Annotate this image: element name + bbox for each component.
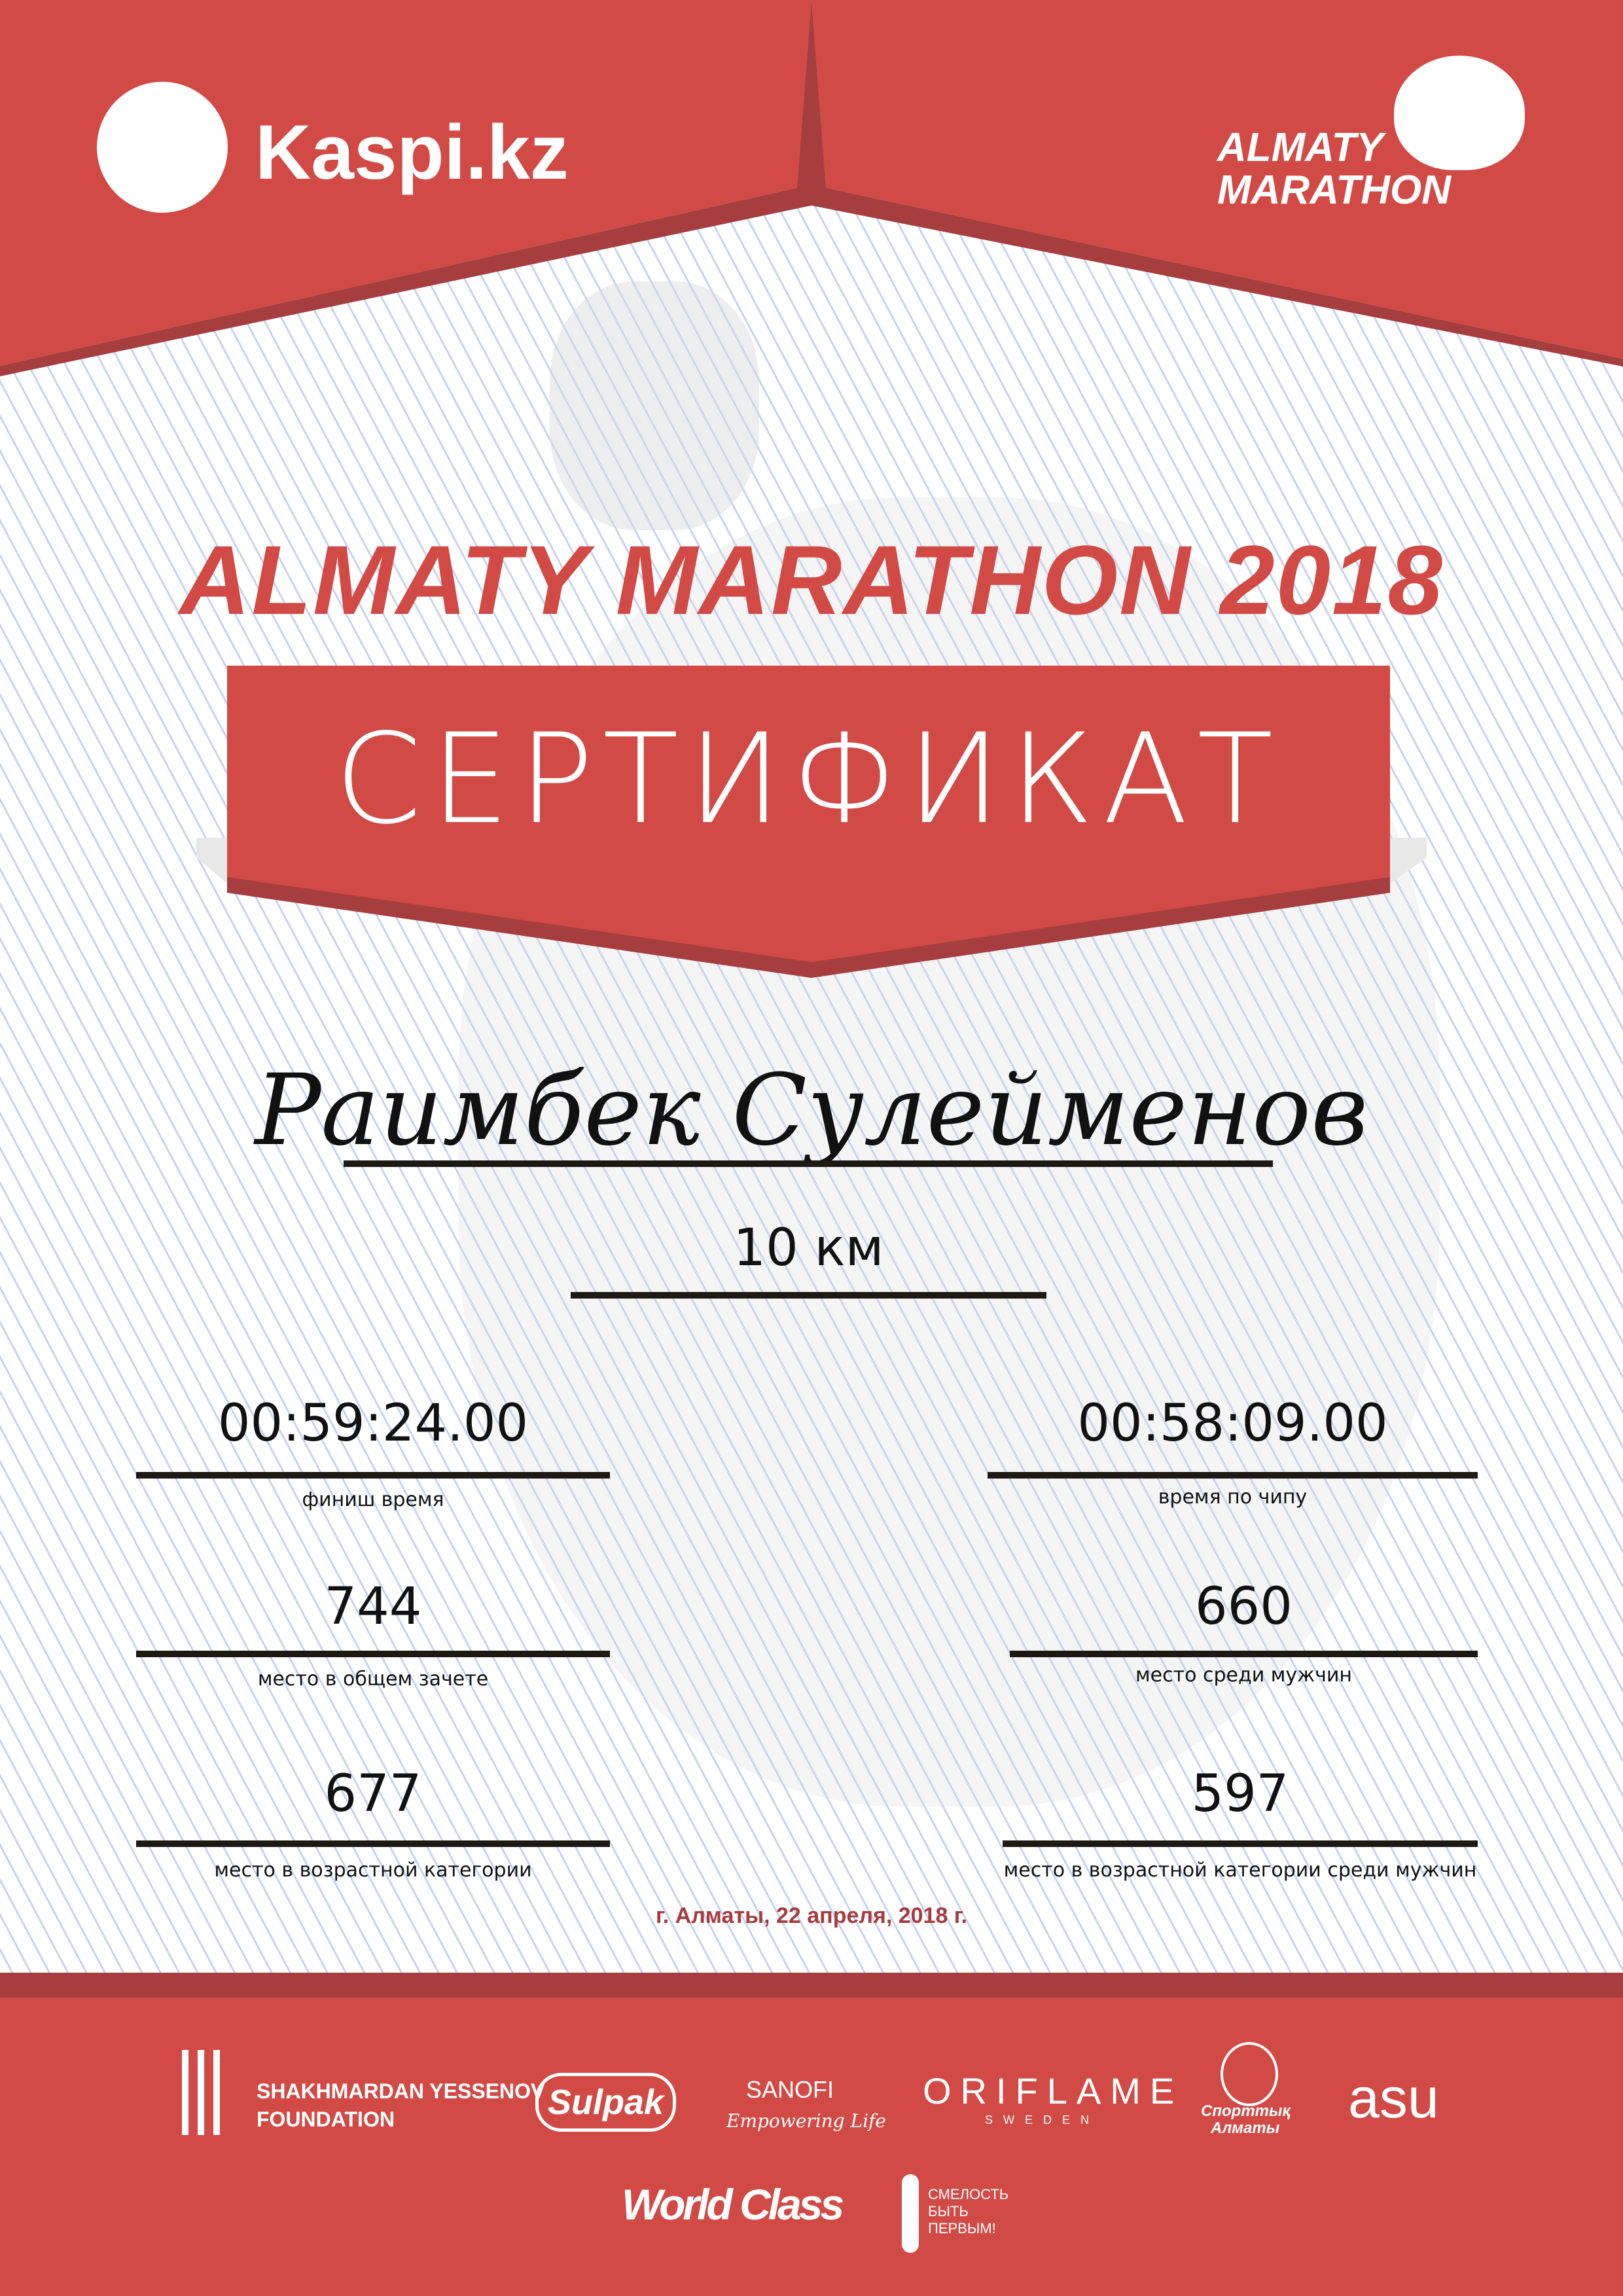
kaspi-people-icon: [97, 82, 228, 213]
gender-place-label: место среди мужчин: [1135, 1664, 1352, 1687]
sanofi-name: SANOFI: [746, 2076, 834, 2103]
overall-place-underline: [136, 1651, 610, 1657]
distance-underline: [571, 1292, 1046, 1299]
age-place-underline: [136, 1840, 610, 1847]
yessenov-line2: FOUNDATION: [257, 2108, 395, 2131]
yessenov-line1: SHAKHMARDAN YESSENOV: [257, 2079, 545, 2103]
asu-logo: asu: [1348, 2067, 1439, 2130]
event-title: ALMATY MARATHON 2018: [179, 525, 1444, 635]
header-banner: [0, 0, 1623, 376]
kaspi-logo-text: Kaspi.kz: [255, 109, 569, 196]
worldclass-logo: World Class: [622, 2180, 844, 2229]
age-gender-place-value: 597: [1191, 1765, 1289, 1823]
gender-place-underline: [1010, 1651, 1478, 1657]
sponsors-footer: SHAKHMARDAN YESSENOV FOUNDATION Sulpak S…: [0, 1998, 1623, 2296]
finish-time-value: 00:59:24.00: [217, 1394, 529, 1453]
finish-time-label: финиш время: [302, 1488, 444, 1511]
fund-line2: БЫТЬ: [928, 2203, 969, 2219]
chip-time-underline: [988, 1472, 1478, 1479]
chip-time-label: время по чипу: [1158, 1486, 1308, 1509]
footer-band: [0, 1973, 1623, 1998]
runner-icon: [1394, 56, 1525, 170]
name-underline: [344, 1160, 1273, 1167]
chip-time-value: 00:58:09.00: [1077, 1394, 1388, 1453]
certificate-banner: [196, 666, 1427, 978]
runners-photo: [550, 281, 759, 530]
sanofi-tagline: Empowering Life: [726, 2110, 886, 2132]
age-gender-place-underline: [1003, 1840, 1478, 1847]
fund-line3: ПЕРВЫМ!: [928, 2220, 996, 2236]
age-place-value: 677: [324, 1765, 422, 1823]
logo-line-marathon: MARATHON: [1217, 168, 1452, 213]
fund-line1: СМЕЛОСТЬ: [928, 2186, 1009, 2202]
sulpak-logo: Sulpak: [535, 2073, 676, 2132]
oriflame-name: ORIFLAME: [923, 2070, 1184, 2111]
sport-almaty-line1: Спорттық: [1201, 2102, 1291, 2120]
certificate-heading: СЕРТИФИКАТ: [334, 707, 1283, 852]
issue-date: г. Алматы, 22 апреля, 2018 г.: [656, 1903, 967, 1928]
sport-almaty-line2: Алматы: [1211, 2119, 1280, 2137]
logo-line-almaty: ALMATY: [1217, 125, 1383, 170]
fund-figure-icon: [902, 2174, 919, 2253]
participant-name: Раимбек Сулейменов: [255, 1054, 1368, 1168]
age-gender-place-label: место в возрастной категории среди мужчи…: [1003, 1859, 1477, 1882]
yessenov-bars-icon: [182, 2050, 220, 2135]
oriflame-sub: SWEDEN: [985, 2113, 1100, 2126]
overall-place-label: место в общем зачете: [257, 1668, 489, 1691]
age-place-label: место в возрастной категории: [214, 1859, 532, 1882]
sport-almaty-emblem-icon: [1221, 2042, 1278, 2106]
overall-place-value: 744: [324, 1577, 422, 1636]
gender-place-value: 660: [1195, 1577, 1293, 1636]
distance: 10 км: [733, 1219, 884, 1278]
finish-time-underline: [136, 1472, 610, 1479]
